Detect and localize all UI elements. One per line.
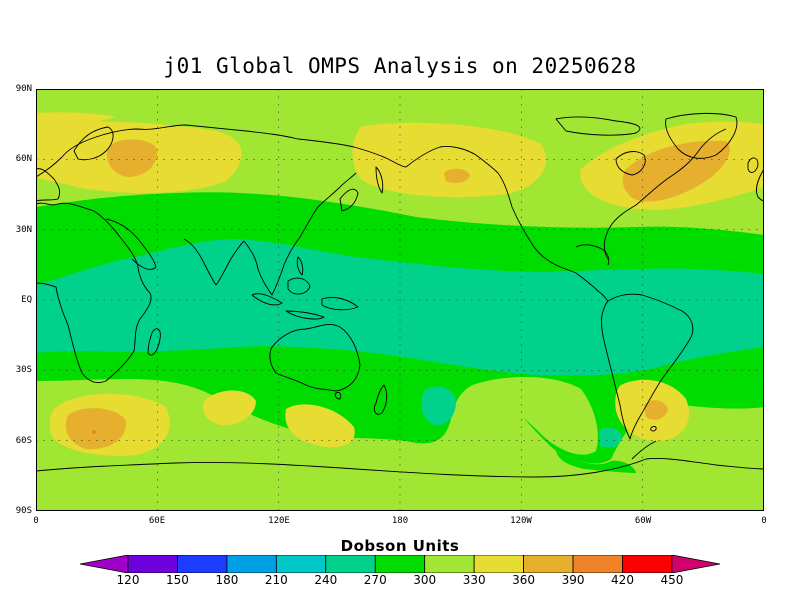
lon-tick-0-left: 0 (33, 516, 39, 526)
coast-arabia (105, 218, 157, 270)
lat-tick-eq: EQ (21, 295, 32, 305)
coast-borneo (287, 277, 311, 295)
chart-title: j01 Global OMPS Analysis on 20250628 (163, 54, 637, 78)
coast-falklands (650, 426, 657, 432)
colorbar-tick-label: 360 (512, 573, 536, 587)
colorbar-box (622, 555, 673, 573)
colorbar-tick-label: 300 (413, 573, 437, 587)
coast-japan (339, 188, 359, 212)
colorbar (80, 555, 720, 573)
colorbar-box (177, 555, 228, 573)
colorbar-tick-label: 240 (314, 573, 338, 587)
field-360-390-south-australia (285, 404, 355, 448)
field-360-390-south-indian-2 (202, 390, 256, 426)
colorbar-tick-label: 210 (264, 573, 288, 587)
colorbar-box (523, 555, 574, 573)
colorbar-tick-label: 330 (462, 573, 486, 587)
colorbar-tick-label: 390 (561, 573, 585, 587)
field-270-300-pacific-south (421, 386, 456, 426)
field-330-360-south-pacific (476, 377, 598, 455)
coast-greenland (665, 112, 738, 159)
colorbar-tick-label: 270 (363, 573, 387, 587)
coast-kamchatka (375, 166, 384, 194)
coast-uk (747, 157, 759, 173)
colorbar-tick-label: 420 (611, 573, 634, 587)
coast-south-america (601, 293, 694, 440)
field-390-420-south-atlantic (644, 400, 668, 420)
colorbar-tick-label: 150 (165, 573, 189, 587)
coast-europe-west (36, 168, 61, 202)
coast-madagascar (147, 328, 161, 356)
coast-central-america (575, 272, 609, 302)
coast-india (183, 238, 245, 286)
coast-eurasia-north (36, 124, 407, 178)
coast-philippines (296, 256, 304, 276)
coast-na-east (603, 128, 727, 260)
colorbar-tick-label: 450 (660, 573, 684, 587)
field-360-390-arctic-edge (36, 112, 116, 125)
lat-tick-90n: 90N (15, 84, 32, 94)
coastlines (36, 112, 764, 478)
map-frame (36, 89, 764, 511)
field-390-420-south-indian (65, 408, 127, 450)
coast-africa (36, 202, 152, 384)
coast-gulf (575, 244, 610, 266)
field-390-420-europe (106, 139, 158, 177)
field-360-390-npacific (352, 122, 547, 198)
coast-newzealand (373, 384, 388, 415)
coast-tasmania (334, 392, 342, 400)
coast-na-west (497, 172, 577, 274)
lon-tick-60w: 60W (634, 516, 652, 526)
coast-indonesia-1 (251, 293, 283, 306)
lon-tick-120e: 120E (268, 516, 290, 526)
lon-tick-180: 180 (391, 516, 409, 526)
colorbar-box (572, 555, 623, 573)
lon-tick-0-right: 0 (761, 516, 767, 526)
lat-tick-30n: 30N (15, 225, 32, 235)
colorbar-tick-label: 180 (215, 573, 239, 587)
colorbar-box (473, 555, 524, 573)
coast-indonesia-2 (285, 310, 325, 320)
colorbar-box (275, 555, 327, 573)
colorbar-box (226, 555, 277, 573)
coast-alaska (405, 146, 499, 174)
coast-australia (269, 324, 361, 392)
field-420-450-south-indian (92, 430, 96, 434)
colorbar-max-triangle (671, 555, 720, 573)
ozone-map-canvas (36, 89, 764, 511)
lat-tick-60n: 60N (15, 154, 32, 164)
graticule (36, 89, 764, 511)
colorbar-tick-label: 120 (116, 573, 140, 587)
colorbar-title: Dobson Units (340, 537, 460, 555)
coast-antarctic-peninsula (631, 440, 657, 460)
lat-tick-60s: 60S (15, 436, 32, 446)
coast-se-asia (243, 172, 357, 296)
lat-tick-30s: 30S (15, 365, 32, 375)
colorbar-box (325, 555, 376, 573)
colorbar-box (424, 555, 475, 573)
lat-tick-90s: 90S (15, 506, 32, 516)
lon-tick-60e: 60E (148, 516, 166, 526)
ozone-map (36, 89, 764, 511)
coast-newguinea (321, 296, 359, 311)
coast-antarctica (36, 458, 764, 478)
colorbar-min-triangle (80, 555, 129, 573)
lon-tick-120w: 120W (510, 516, 532, 526)
field-390-420-natlantic (622, 140, 730, 202)
coast-arctic-islands (555, 116, 641, 136)
field-270-300-south-atlantic (599, 427, 622, 448)
field-390-420-npacific (444, 168, 470, 183)
field-300-330-antarctic (556, 451, 636, 473)
colorbar-box (127, 555, 178, 573)
colorbar-box (374, 555, 426, 573)
coast-hudson (615, 151, 646, 176)
